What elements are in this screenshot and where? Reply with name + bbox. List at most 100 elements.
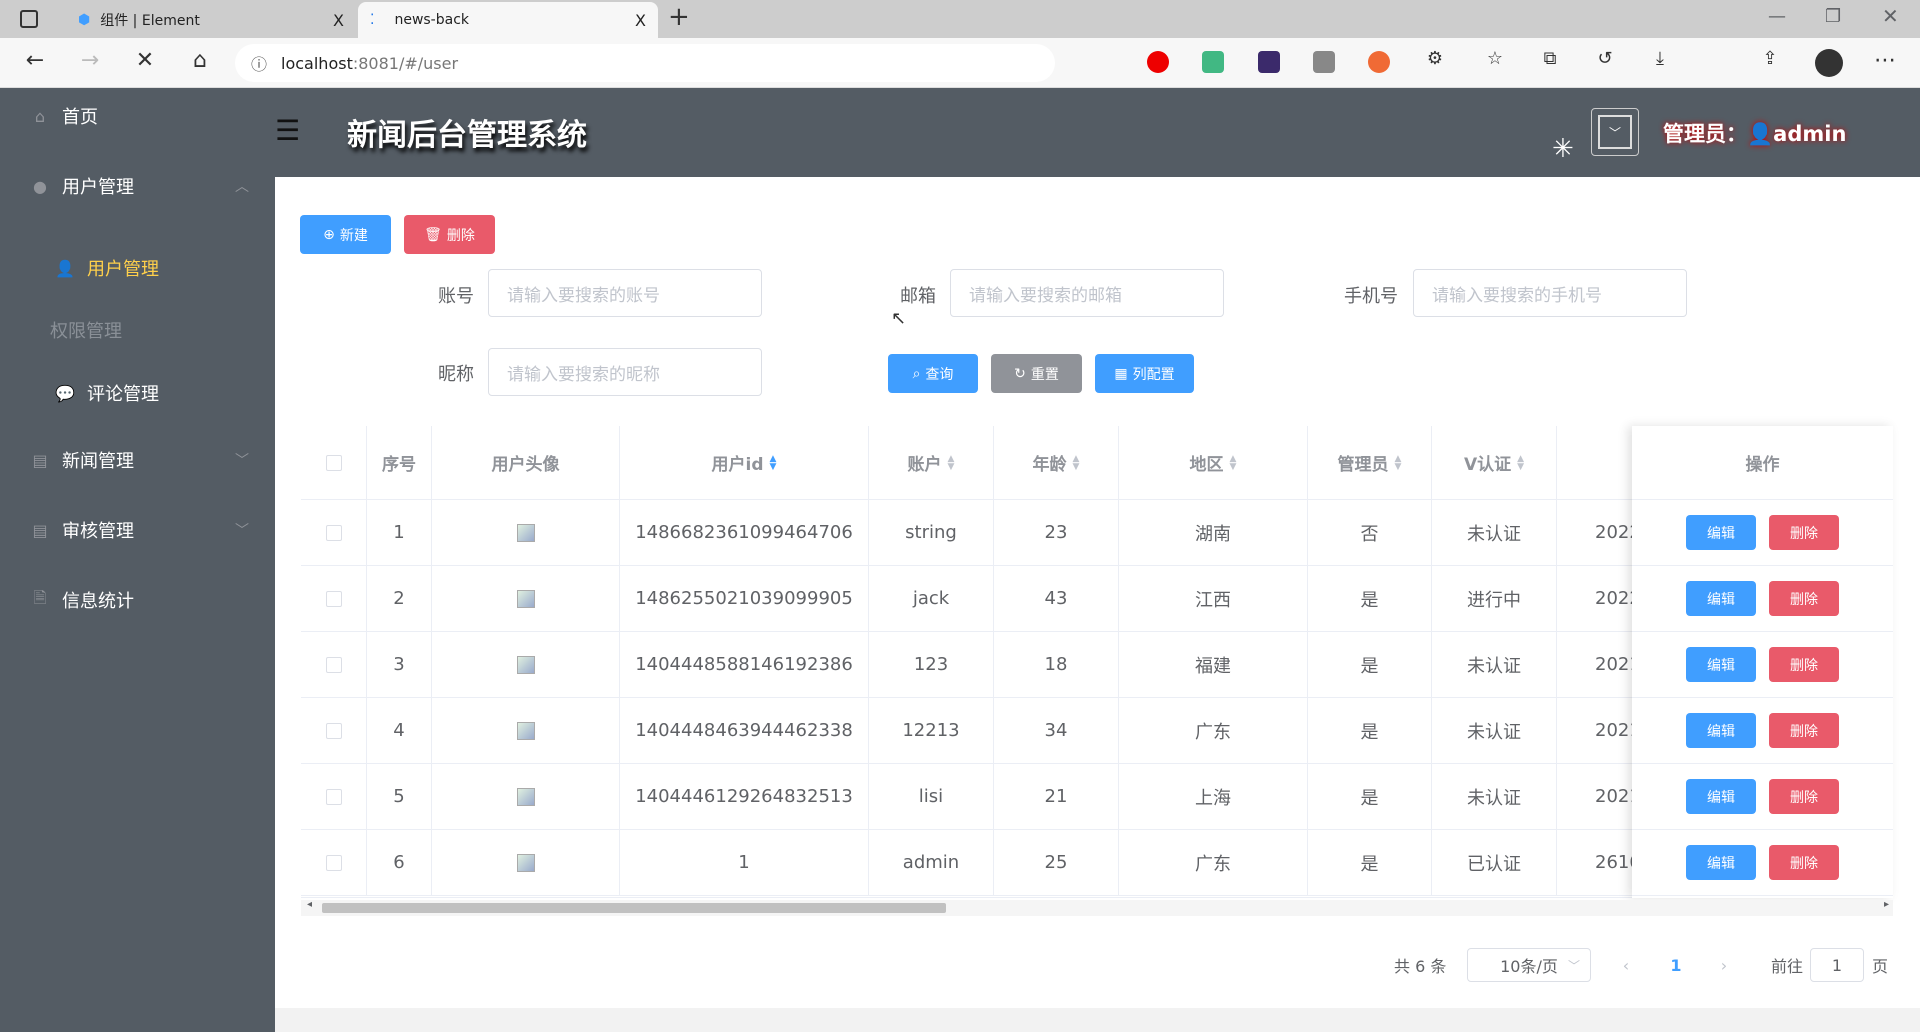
browser-tab[interactable]: ⬢ 组件 | Element X — [78, 10, 344, 30]
collapse-menu-icon[interactable]: ☰ — [275, 114, 301, 147]
sort-icon[interactable]: ▲ ▼ — [1229, 453, 1237, 472]
goto-page-input[interactable]: 1 — [1810, 948, 1864, 982]
phone-input[interactable]: 请输入要搜索的手机号 — [1413, 269, 1687, 317]
minimize-button[interactable]: — — [1768, 6, 1786, 27]
sort-icon[interactable]: ▲ ▼ — [769, 453, 777, 472]
history-icon[interactable]: ↺ — [1597, 48, 1613, 69]
actions-row: 编辑 删除 — [1632, 566, 1893, 632]
row-checkbox[interactable] — [325, 788, 342, 805]
row-checkbox[interactable] — [325, 656, 342, 673]
row-checkbox[interactable] — [325, 590, 342, 607]
extension-icon[interactable] — [1258, 51, 1280, 73]
table-row: 3 1404448588146192386 123 18 福建 是 未认证 2021 — [301, 632, 1893, 698]
row-checkbox[interactable] — [325, 722, 342, 739]
table-horizontal-scrollbar[interactable]: ◂ ▸ — [301, 899, 1893, 916]
page-size-select[interactable]: 10条/页 ﹀ — [1467, 948, 1591, 982]
cell-account: lisi — [869, 764, 994, 829]
dropdown-button[interactable]: ﹀ — [1591, 108, 1639, 156]
query-button[interactable]: ⌕ 查询 — [888, 354, 978, 393]
back-icon[interactable]: ← — [25, 48, 45, 73]
header-verified[interactable]: V认证 ▲ ▼ — [1432, 426, 1557, 499]
delete-row-button[interactable]: 删除 — [1769, 647, 1839, 682]
header-account[interactable]: 账户 ▲ ▼ — [869, 426, 994, 499]
extension-icon[interactable] — [1368, 51, 1390, 73]
opera-icon[interactable] — [1147, 51, 1169, 73]
stop-icon[interactable]: ✕ — [135, 48, 155, 73]
url-input[interactable]: ⓘ localhost:8081/#/user — [235, 44, 1055, 82]
header-age[interactable]: 年龄 ▲ ▼ — [994, 426, 1119, 499]
edit-button[interactable]: 编辑 — [1686, 515, 1756, 550]
admin-label[interactable]: 管理员：👤admin — [1663, 122, 1847, 146]
sidebar-item-users[interactable]: 👤 用户管理 — [55, 258, 159, 281]
cell-age: 21 — [994, 764, 1119, 829]
actions-row: 编辑 删除 — [1632, 698, 1893, 764]
header-region[interactable]: 地区 ▲ ▼ — [1119, 426, 1308, 499]
row-checkbox[interactable] — [325, 524, 342, 541]
email-input[interactable]: 请输入要搜索的邮箱 — [950, 269, 1224, 317]
sidebar-item-statistics[interactable]: 🗎 信息统计 — [0, 572, 275, 628]
column-config-button[interactable]: ▦ 列配置 — [1095, 354, 1194, 393]
delete-row-button[interactable]: 删除 — [1769, 779, 1839, 814]
close-tab-icon[interactable]: X — [333, 10, 344, 30]
cell-text: 广东 — [1195, 853, 1231, 875]
nickname-input[interactable]: 请输入要搜索的昵称 — [488, 348, 762, 396]
favorites-icon[interactable]: ☆ — [1486, 48, 1504, 69]
cell-text: 4 — [393, 720, 405, 741]
delete-row-button[interactable]: 删除 — [1769, 581, 1839, 616]
download-icon[interactable]: ⤓ — [1656, 48, 1664, 69]
cell-user-id: 1404446129264832513 — [620, 764, 869, 829]
sidebar-item-user-management[interactable]: ● 用户管理 ︿ — [0, 158, 275, 214]
account-input[interactable]: 请输入要搜索的账号 — [488, 269, 762, 317]
header-user-id[interactable]: 用户id ▲ ▼ — [620, 426, 869, 499]
edit-button[interactable]: 编辑 — [1686, 845, 1756, 880]
new-button[interactable]: ⊕ 新建 — [300, 215, 391, 254]
sort-icon[interactable]: ▲ ▼ — [947, 453, 955, 472]
cell-account: string — [869, 500, 994, 565]
close-tab-icon[interactable]: X — [635, 10, 646, 30]
scroll-right-icon[interactable]: ▸ — [1883, 899, 1889, 910]
sidebar-item-permissions[interactable]: 权限管理 — [50, 321, 122, 342]
sort-icon[interactable]: ▲ ▼ — [1517, 453, 1525, 472]
select-all-checkbox[interactable] — [325, 454, 342, 471]
more-icon[interactable]: ⋯ — [1874, 48, 1896, 73]
restore-button[interactable]: ❐ — [1825, 6, 1842, 27]
reset-button[interactable]: ↻ 重置 — [991, 354, 1082, 393]
sidebar-item-comments[interactable]: 💬 评论管理 — [55, 383, 159, 406]
page-suffix: 页 — [1872, 957, 1889, 976]
profile-avatar[interactable] — [1815, 49, 1843, 77]
sidebar-item-news[interactable]: ▤ 新闻管理 ﹀ — [0, 432, 275, 488]
sort-icon[interactable]: ▲ ▼ — [1394, 453, 1402, 472]
next-page-button[interactable]: › — [1720, 955, 1728, 975]
edit-button[interactable]: 编辑 — [1686, 581, 1756, 616]
page-1[interactable]: 1 — [1670, 955, 1682, 975]
close-window-button[interactable]: ✕ — [1882, 4, 1899, 28]
row-checkbox[interactable] — [325, 854, 342, 871]
delete-row-button[interactable]: 删除 — [1769, 515, 1839, 550]
edit-button[interactable]: 编辑 — [1686, 779, 1756, 814]
extensions-icon[interactable]: ⚙ — [1426, 48, 1444, 69]
cell-text: 2022 — [1595, 588, 1641, 609]
collections-icon[interactable]: ⧉ — [1543, 48, 1557, 69]
sidebar-item-home[interactable]: ⌂ 首页 — [0, 88, 275, 144]
delete-row-button[interactable]: 删除 — [1769, 713, 1839, 748]
delete-row-button[interactable]: 删除 — [1769, 845, 1839, 880]
tab-actions-icon[interactable] — [20, 10, 38, 28]
edit-button[interactable]: 编辑 — [1686, 713, 1756, 748]
scrollbar-thumb[interactable] — [322, 903, 946, 913]
extension-icon[interactable] — [1313, 51, 1335, 73]
table-row: 6 1 admin 25 广东 是 已认证 2610 — [301, 830, 1893, 896]
browser-tab-active[interactable]: ⁚ news-back X — [358, 2, 658, 38]
edit-button[interactable]: 编辑 — [1686, 647, 1756, 682]
header-admin[interactable]: 管理员 ▲ ▼ — [1308, 426, 1432, 499]
prev-page-button[interactable]: ‹ — [1622, 955, 1630, 975]
vue-devtools-icon[interactable] — [1202, 51, 1224, 73]
scroll-left-icon[interactable]: ◂ — [307, 899, 313, 910]
share-icon[interactable]: ⇪ — [1762, 48, 1778, 69]
new-tab-button[interactable]: + — [668, 2, 690, 32]
sidebar-item-review[interactable]: ▤ 审核管理 ﹀ — [0, 502, 275, 558]
home-icon[interactable]: ⌂ — [193, 48, 207, 73]
forward-icon[interactable]: → — [80, 48, 100, 73]
sort-icon[interactable]: ▲ ▼ — [1072, 453, 1080, 472]
delete-button[interactable]: 🗑 删除 — [404, 215, 495, 254]
header-actions: 操作 — [1632, 426, 1893, 499]
